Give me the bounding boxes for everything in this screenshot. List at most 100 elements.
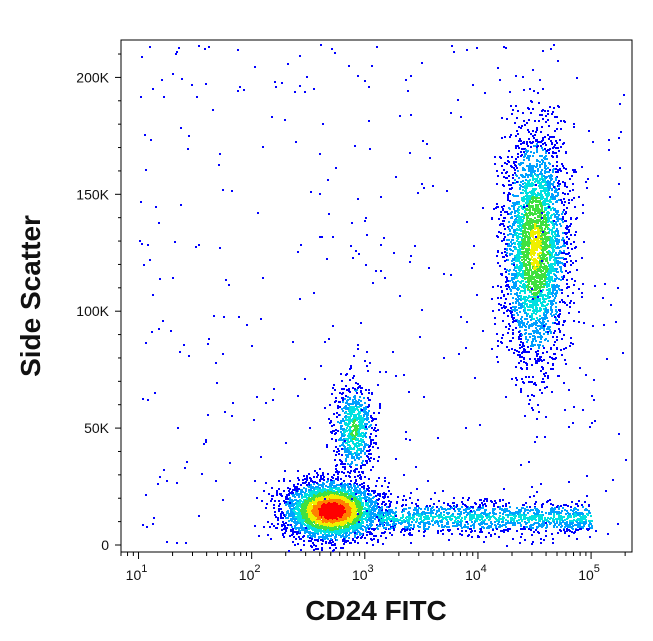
event-dot [296, 512, 298, 514]
event-dot [306, 477, 308, 479]
event-dot [289, 535, 291, 537]
event-dot [536, 317, 538, 319]
event-dot [371, 509, 373, 511]
event-dot [364, 476, 366, 478]
event-dot [314, 470, 316, 472]
event-dot [341, 535, 343, 537]
event-dot [356, 491, 358, 493]
event-dot [291, 511, 293, 513]
event-dot [354, 522, 356, 524]
event-dot [282, 533, 284, 535]
event-dot [305, 490, 307, 492]
event-dot [342, 418, 344, 420]
event-dot [544, 148, 546, 150]
event-dot [341, 498, 343, 500]
event-dot [309, 534, 311, 536]
event-dot [526, 341, 528, 343]
event-dot [354, 535, 356, 537]
event-dot [326, 481, 328, 483]
event-dot [345, 495, 347, 497]
event-dot [331, 544, 333, 546]
event-dot [494, 163, 496, 165]
event-dot [321, 547, 323, 549]
event-dot [354, 482, 356, 484]
event-dot [362, 525, 364, 527]
event-dot [347, 517, 349, 519]
event-dot [539, 344, 541, 346]
event-dot [542, 352, 544, 354]
event-dot [354, 445, 356, 447]
event-dot [350, 411, 352, 413]
event-dot [327, 529, 329, 531]
event-dot [350, 466, 352, 468]
event-dot [361, 435, 363, 437]
event-dot [344, 483, 346, 485]
event-dot [276, 494, 278, 496]
event-dot [350, 470, 352, 472]
event-dot [538, 102, 540, 104]
event-dot [360, 465, 362, 467]
event-dot [294, 499, 296, 501]
event-dot [298, 527, 300, 529]
event-dot [345, 541, 347, 543]
event-dot [360, 527, 362, 529]
event-dot [355, 468, 357, 470]
event-dot [282, 517, 284, 519]
event-dot [349, 542, 351, 544]
event-dot [574, 206, 576, 208]
event-dot [302, 509, 304, 511]
event-dot [345, 475, 347, 477]
event-dot [301, 504, 303, 506]
event-dot [355, 493, 357, 495]
event-dot [291, 520, 293, 522]
event-dot [315, 513, 317, 515]
event-dot [316, 529, 318, 531]
event-dot [358, 413, 360, 415]
event-dot [333, 486, 335, 488]
event-dot [345, 438, 347, 440]
event-dot [271, 523, 273, 525]
event-dot [344, 520, 346, 522]
event-dot [321, 549, 323, 551]
event-dot [359, 424, 361, 426]
event-dot [323, 476, 325, 478]
event-dot [301, 512, 303, 514]
event-dot [329, 525, 331, 527]
event-dot [300, 538, 302, 540]
event-dot [278, 505, 280, 507]
event-dot [347, 483, 349, 485]
event-dot [302, 482, 304, 484]
event-dot [359, 534, 361, 536]
event-dot [329, 505, 331, 507]
event-dot [325, 519, 327, 521]
event-dot [525, 376, 527, 378]
event-dot [297, 522, 299, 524]
event-dot [337, 530, 339, 532]
event-dot [553, 332, 555, 334]
event-dot [320, 508, 322, 510]
event-dot [355, 524, 357, 526]
event-dot [301, 519, 303, 521]
event-dot [319, 521, 321, 523]
event-dot [328, 542, 330, 544]
event-dot [342, 540, 344, 542]
event-dot [531, 101, 533, 103]
event-dot [342, 392, 344, 394]
event-dot [254, 480, 256, 482]
event-dot [309, 525, 311, 527]
event-dot [533, 285, 535, 287]
event-dot [323, 494, 325, 496]
event-dot [349, 483, 351, 485]
event-dot [310, 506, 312, 508]
event-dot [324, 407, 326, 409]
event-dot [387, 486, 389, 488]
event-dot [337, 430, 339, 432]
event-dot [292, 495, 294, 497]
event-dot [308, 500, 310, 502]
event-dot [531, 313, 533, 315]
event-dot [271, 487, 273, 489]
event-dot [336, 464, 338, 466]
event-dot [294, 511, 296, 513]
event-dot [362, 522, 364, 524]
event-dot [362, 421, 364, 423]
